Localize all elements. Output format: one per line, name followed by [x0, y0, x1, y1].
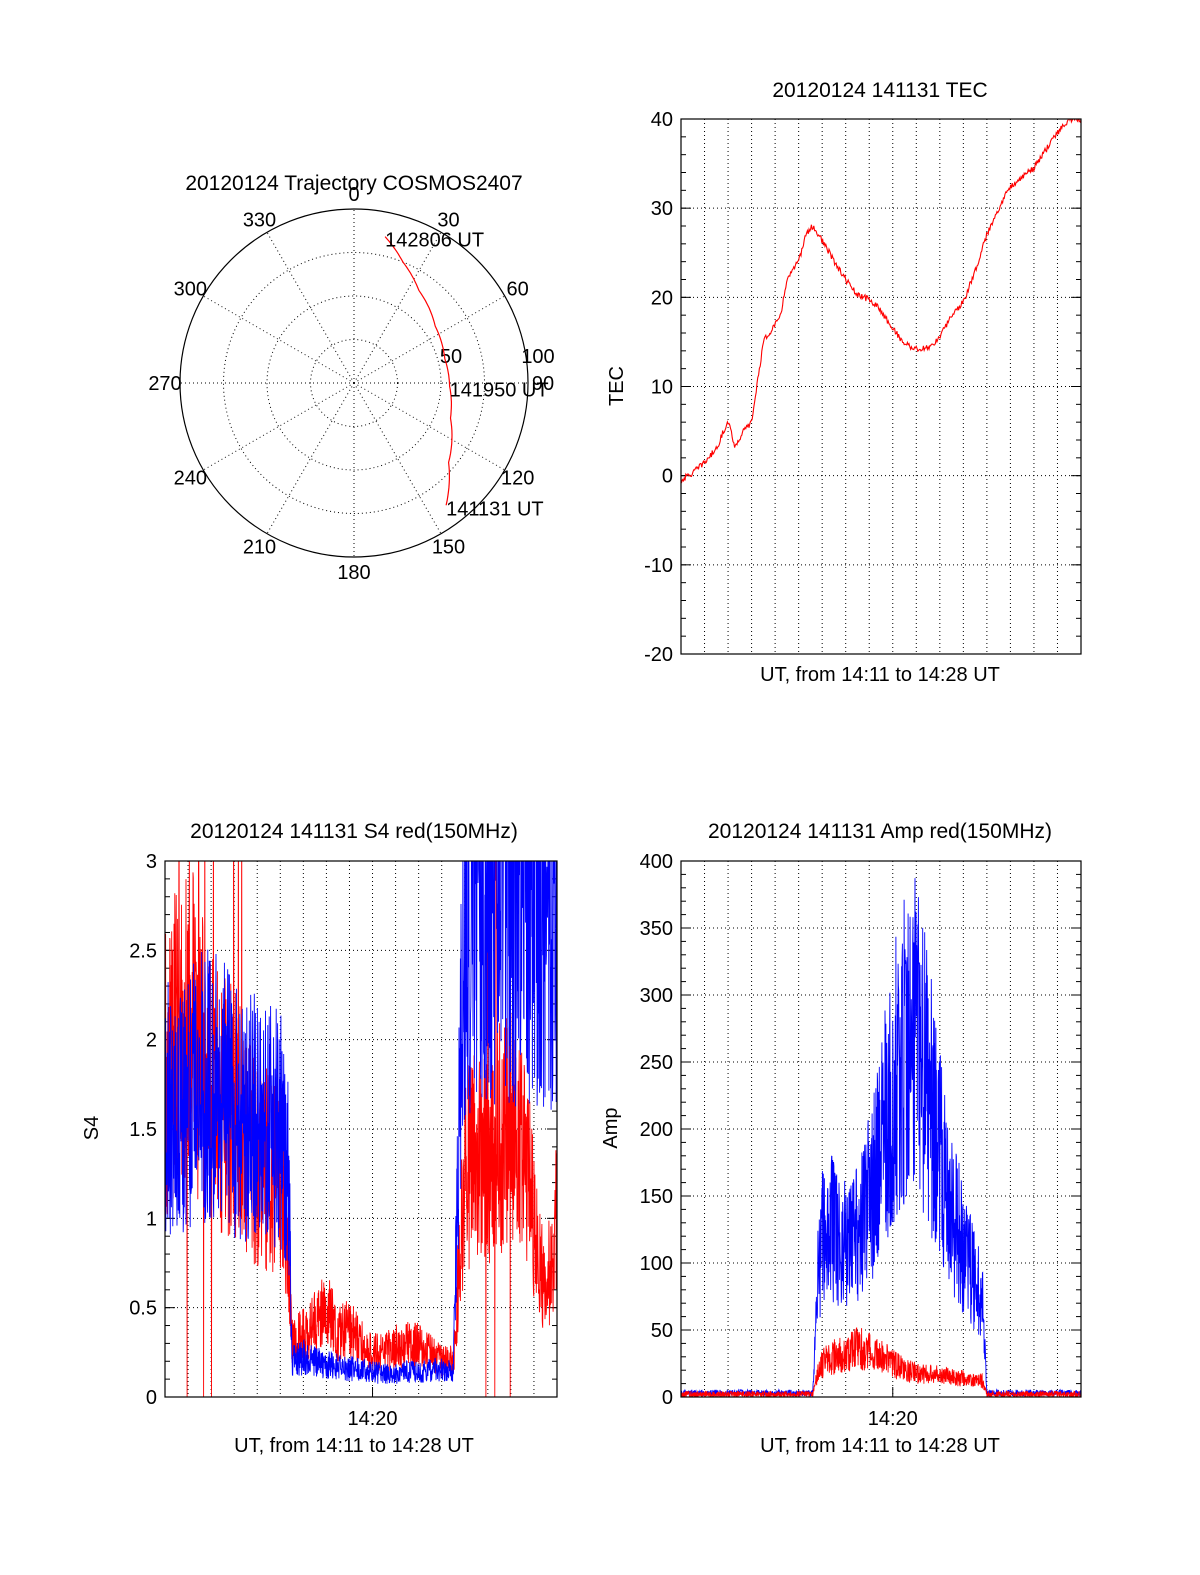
polar-angle-label: 330 — [243, 209, 276, 231]
s4-ylabel: S4 — [81, 1116, 103, 1140]
polar-angle-label: 300 — [174, 279, 207, 301]
polar-grid-spoke — [353, 382, 442, 534]
time-annotation: 142806 UT — [385, 230, 484, 252]
polar-angle-label: 0 — [348, 184, 359, 206]
polar-angle-label: 150 — [432, 537, 465, 559]
polar-grid-circle — [223, 252, 485, 514]
polar-grid — [179, 208, 529, 558]
amp-xlabel: UT, from 14:11 to 14:28 UT — [760, 1435, 1000, 1457]
s4-xlabel: UT, from 14:11 to 14:28 UT — [234, 1435, 474, 1457]
polar-angle-label: 120 — [501, 468, 534, 490]
polar-angle-label: 30 — [437, 209, 459, 231]
s4-plot: 20120124 141131 S4 red(150MHz) UT, from … — [81, 820, 558, 1457]
trajectory-line — [384, 236, 453, 506]
y-tick-label: 1 — [146, 1208, 157, 1230]
polar-angle-label: 240 — [174, 468, 207, 490]
polar-grid-spoke — [353, 295, 505, 384]
plot-frame — [164, 860, 558, 1398]
polar-annotations: 142806 UT 141950 UT 141131 UT — [385, 230, 548, 521]
y-tick-label: 100 — [640, 1253, 673, 1275]
polar-angle-label: 180 — [337, 562, 370, 584]
y-tick-label: 400 — [640, 851, 673, 873]
polar-series — [384, 236, 453, 506]
y-tick-label: 250 — [640, 1052, 673, 1074]
tec-plot: 20120124 141131 TEC UT, from 14:11 to 14… — [606, 79, 1082, 686]
y-tick-label: 300 — [640, 985, 673, 1007]
amp-plot: 20120124 141131 Amp red(150MHz) UT, from… — [600, 820, 1082, 1457]
y-tick-label: 0 — [662, 466, 673, 488]
polar-grid-spoke — [353, 382, 505, 471]
x-tick-label: 14:20 — [347, 1408, 397, 1430]
y-tick-label: 2.5 — [129, 940, 157, 962]
polar-grid-circle — [266, 295, 442, 471]
y-tick-label: 0 — [146, 1387, 157, 1409]
y-tick-label: 150 — [640, 1186, 673, 1208]
polar-grid-spoke — [266, 232, 355, 384]
polar-angle-label: 90 — [532, 373, 554, 395]
tec-ylabel: TEC — [606, 366, 628, 406]
series-group — [681, 878, 1081, 1397]
y-tick-label: 350 — [640, 918, 673, 940]
y-tick-label: 40 — [651, 109, 673, 131]
series-group — [681, 119, 1081, 484]
y-tick-label: 2 — [146, 1030, 157, 1052]
series-line — [165, 861, 557, 1384]
time-annotation: 141131 UT — [446, 498, 543, 520]
polar-outer-circle — [179, 208, 529, 558]
polar-grid-spoke — [266, 382, 355, 534]
y-tick-label: -20 — [644, 644, 673, 666]
tec-title: 20120124 141131 TEC — [772, 79, 987, 102]
y-tick-label: 30 — [651, 198, 673, 220]
y-tick-label: 10 — [651, 377, 673, 399]
y-tick-label: 50 — [651, 1320, 673, 1342]
polar-title: 20120124 Trajectory COSMOS2407 — [185, 172, 522, 195]
y-tick-label: 0.5 — [129, 1298, 157, 1320]
plot-frame — [680, 118, 1082, 655]
y-tick-label: 3 — [146, 851, 157, 873]
y-tick-label: 0 — [662, 1387, 673, 1409]
series-group — [165, 861, 557, 1397]
tec-xlabel: UT, from 14:11 to 14:28 UT — [760, 664, 1000, 686]
y-tick-label: -10 — [644, 555, 673, 577]
polar-radial-label: 100 — [521, 346, 554, 368]
s4-title: 20120124 141131 S4 red(150MHz) — [190, 820, 518, 843]
polar-grid-spoke — [203, 382, 355, 471]
series-line — [681, 1327, 1081, 1397]
polar-angle-label: 270 — [148, 373, 181, 395]
trajectory-polar-plot: 20120124 Trajectory COSMOS2407 0 30 60 90 12… — [148, 172, 554, 584]
polar-angle-label: 210 — [243, 537, 276, 559]
polar-grid-spoke — [203, 295, 355, 384]
plot-frame — [680, 860, 1082, 1398]
amp-ylabel: Amp — [600, 1107, 622, 1148]
y-tick-label: 20 — [651, 287, 673, 309]
polar-grid-circle — [310, 339, 398, 427]
time-annotation: 141950 UT — [450, 379, 549, 401]
polar-angle-label: 60 — [507, 279, 529, 301]
y-tick-label: 200 — [640, 1119, 673, 1141]
series-line — [681, 878, 1081, 1397]
polar-grid-spoke — [353, 232, 442, 384]
x-tick-label: 14:20 — [868, 1408, 918, 1430]
series-line — [681, 119, 1081, 484]
y-tick-label: 1.5 — [129, 1119, 157, 1141]
amp-title: 20120124 141131 Amp red(150MHz) — [708, 820, 1052, 843]
